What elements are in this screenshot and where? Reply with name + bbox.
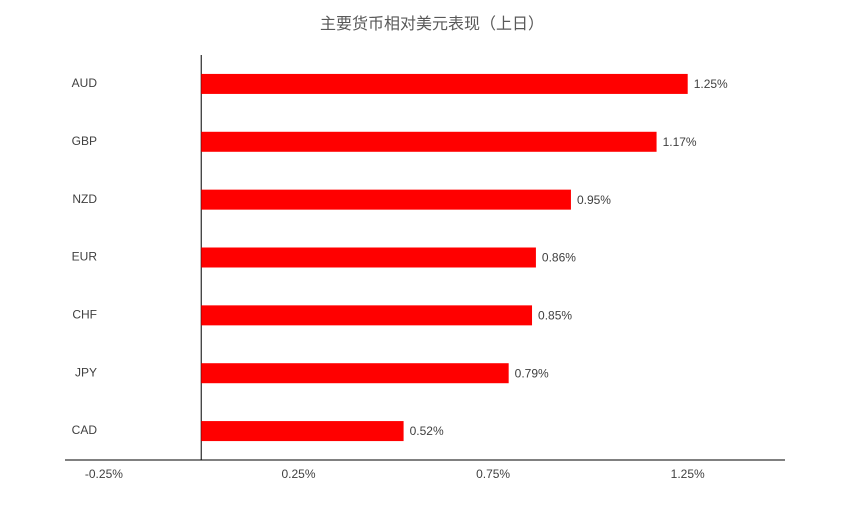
- data-label: 0.95%: [577, 193, 611, 207]
- data-label: 0.86%: [542, 251, 576, 265]
- y-tick-label: JPY: [75, 365, 97, 379]
- data-label: 1.17%: [663, 135, 697, 149]
- x-tick-label: 1.25%: [671, 467, 705, 481]
- bar: [201, 131, 657, 152]
- x-tick-label: 0.75%: [476, 467, 510, 481]
- bar: [201, 247, 536, 268]
- x-tick-label: -0.25%: [85, 467, 123, 481]
- y-tick-label: EUR: [72, 250, 98, 264]
- bar: [201, 189, 571, 210]
- bar: [201, 363, 509, 384]
- bar: [201, 305, 533, 326]
- bar: [201, 73, 688, 94]
- y-tick-label: GBP: [72, 134, 97, 148]
- data-label: 1.25%: [694, 77, 728, 91]
- x-tick-label: 0.25%: [281, 467, 315, 481]
- data-label: 0.79%: [515, 366, 549, 380]
- y-tick-label: CHF: [72, 308, 97, 322]
- y-tick-label: NZD: [72, 192, 97, 206]
- chart-title: 主要货币相对美元表现（上日）: [320, 15, 544, 33]
- y-tick-label: AUD: [72, 76, 98, 90]
- data-label: 0.85%: [538, 309, 572, 323]
- y-tick-label: CAD: [72, 423, 98, 437]
- bar: [201, 421, 404, 442]
- data-label: 0.52%: [410, 424, 444, 438]
